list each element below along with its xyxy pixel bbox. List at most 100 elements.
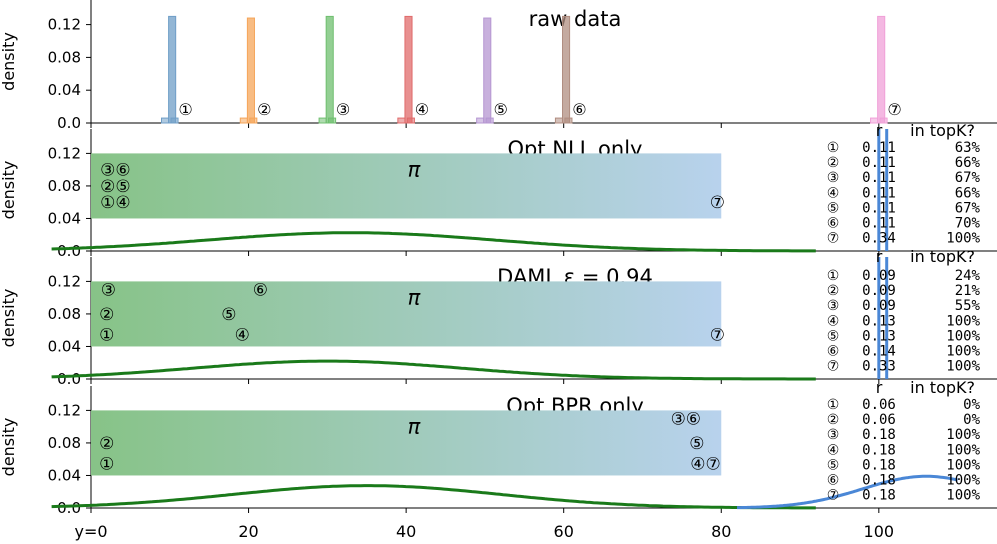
table-row-r: 0.11 (862, 200, 896, 216)
table-row-id: ④ (827, 313, 840, 329)
y-tick-label: 0.08 (48, 177, 81, 195)
item-marker: ② (99, 305, 114, 325)
subplot-title: raw data (529, 7, 622, 31)
item-marker: ⑤ (689, 434, 704, 454)
item-marker: ③ (101, 281, 116, 301)
item-label: ② (257, 100, 271, 119)
y-tick-label: 0.04 (48, 81, 81, 99)
policy-band (91, 410, 722, 476)
table-row-r: 0.18 (862, 473, 896, 489)
table-header-r: r (876, 247, 883, 266)
item-label: ③ (336, 100, 350, 119)
density-curve (51, 484, 816, 510)
item-marker: ⑦ (710, 325, 725, 345)
table-row-id: ⑥ (827, 344, 840, 360)
table-row-r: 0.13 (862, 313, 896, 329)
table-row-id: ① (827, 140, 840, 156)
table-row-r: 0.18 (862, 488, 896, 504)
table-row-r: 0.34 (862, 231, 896, 247)
table-row-r: 0.11 (862, 216, 896, 232)
y-axis-label: density (0, 32, 18, 91)
histogram-side-bar (476, 117, 485, 124)
table-row-r: 0.06 (862, 412, 896, 428)
table-row-topk: 67% (955, 170, 981, 186)
table-row-r: 0.18 (862, 427, 896, 443)
table-row-id: ⑥ (827, 473, 840, 489)
y-tick-label: 0.04 (48, 209, 81, 227)
table-row-topk: 100% (946, 359, 980, 375)
histogram-bar (246, 17, 255, 124)
x-tick-label: 20 (238, 522, 258, 541)
item-label: ⑦ (887, 100, 901, 119)
histogram-bar (404, 15, 413, 124)
table-row-id: ② (827, 412, 840, 428)
table-row-topk: 70% (955, 216, 981, 232)
y-tick-label: 0.08 (48, 434, 81, 452)
item-marker: ③⑥ (671, 410, 701, 430)
subplot-1: 0.0 0.04 0.08 0.12 density raw data ① ② ③ ④ ⑤ ⑥ ⑦ (0, 0, 997, 132)
table-header-r: r (876, 121, 883, 140)
table-row-r: 0.06 (862, 397, 896, 413)
item-marker: ② (99, 434, 114, 454)
table-row-r: 0.09 (862, 298, 896, 314)
y-tick-label: 0.12 (48, 401, 81, 419)
table-row-id: ⑥ (827, 216, 840, 232)
item-marker: ④⑦ (690, 454, 720, 474)
y-axis-label: density (0, 418, 18, 477)
policy-band (91, 153, 722, 219)
y-tick-label: 0.0 (57, 114, 81, 132)
histogram-bar (877, 15, 886, 124)
table-row-id: ③ (827, 427, 840, 443)
table-row-id: ⑤ (827, 328, 840, 344)
table-row-topk: 55% (955, 298, 981, 314)
item-label: ① (178, 100, 192, 119)
histogram-side-bar (554, 117, 564, 124)
table-row-topk: 66% (955, 155, 981, 171)
item-label: ⑥ (572, 100, 586, 119)
table-row-r: 0.11 (862, 140, 896, 156)
density-curve (51, 231, 816, 253)
table-row-topk: 0% (963, 412, 980, 428)
pi-label: π (408, 158, 421, 182)
item-marker: ⑦ (710, 193, 725, 213)
histogram-side-bar (397, 117, 406, 124)
pi-label: π (408, 415, 421, 439)
table-row-topk: 100% (946, 473, 980, 489)
table-row-id: ④ (827, 442, 840, 458)
y-tick-label: 0.04 (48, 466, 81, 484)
histogram-side-bar (161, 117, 170, 124)
table-row-topk: 0% (963, 397, 980, 413)
item-marker: ⑥ (253, 281, 268, 301)
table-row-id: ⑦ (827, 488, 840, 504)
y-tick-label: 0.08 (48, 48, 81, 66)
table-header-topk: in topK? (910, 121, 975, 140)
y-tick-label: 0.12 (48, 16, 81, 34)
policy-band (91, 281, 722, 347)
y-axis-label: density (0, 289, 18, 348)
table-row-topk: 100% (946, 427, 980, 443)
table-row-topk: 100% (946, 328, 980, 344)
table-row-r: 0.11 (862, 185, 896, 201)
y-axis-label: density (0, 161, 18, 220)
table-row-r: 0.11 (862, 155, 896, 171)
histogram-bar (562, 15, 571, 124)
table-row-id: ⑦ (827, 231, 840, 247)
table-row-topk: 63% (955, 140, 981, 156)
item-marker: ① (99, 454, 114, 474)
table-row-id: ② (827, 283, 840, 299)
x-tick-label: 60 (554, 522, 574, 541)
histogram-bar (325, 15, 334, 124)
shared-x-axis: y=0 20 40 60 80 100 (74, 522, 894, 541)
table-row-topk: 100% (946, 442, 980, 458)
pi-label: π (408, 286, 421, 310)
x-tick-label: 100 (864, 522, 895, 541)
table-row-id: ⑤ (827, 457, 840, 473)
y-tick-label: 0.0 (57, 499, 81, 517)
table-row-topk: 100% (946, 313, 980, 329)
table-row-r: 0.09 (862, 268, 896, 284)
item-marker: ④ (235, 325, 250, 345)
item-marker: ③⑥ (100, 161, 130, 181)
